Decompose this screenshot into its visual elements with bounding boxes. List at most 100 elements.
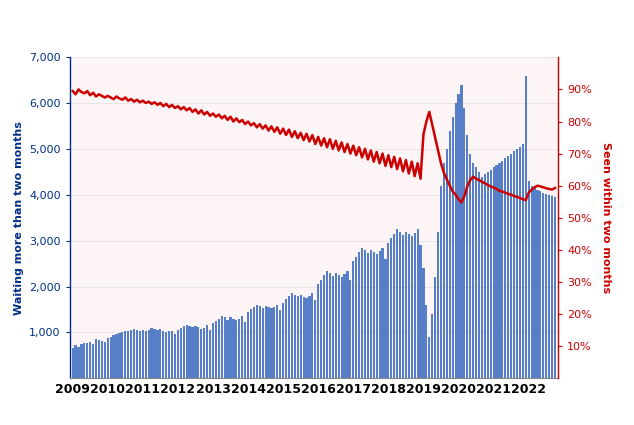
Bar bbox=[420, 245, 422, 378]
Bar bbox=[489, 170, 492, 378]
Bar bbox=[264, 306, 267, 378]
Bar bbox=[378, 251, 380, 378]
Bar bbox=[422, 268, 425, 378]
Bar bbox=[197, 327, 200, 378]
Bar bbox=[206, 325, 208, 378]
Bar bbox=[74, 345, 77, 378]
Bar bbox=[355, 257, 358, 378]
Bar bbox=[501, 161, 503, 378]
Bar bbox=[171, 331, 173, 378]
Bar bbox=[364, 250, 366, 378]
Bar bbox=[340, 278, 343, 378]
Bar bbox=[159, 329, 162, 378]
Bar bbox=[282, 303, 284, 378]
Bar bbox=[522, 144, 524, 378]
Bar bbox=[247, 312, 249, 378]
Bar bbox=[382, 248, 384, 378]
Bar bbox=[317, 284, 320, 378]
Bar bbox=[329, 273, 331, 378]
Bar bbox=[311, 293, 313, 378]
Bar bbox=[291, 293, 293, 378]
Bar bbox=[270, 308, 273, 378]
Bar bbox=[253, 307, 255, 378]
Bar bbox=[104, 343, 106, 378]
Bar bbox=[460, 85, 463, 378]
Bar bbox=[238, 319, 240, 378]
Bar bbox=[402, 235, 404, 378]
Bar bbox=[150, 328, 153, 378]
Bar bbox=[513, 151, 515, 378]
Bar bbox=[472, 163, 474, 378]
Bar bbox=[449, 131, 451, 378]
Bar bbox=[446, 149, 448, 378]
Y-axis label: Waiting more than two months: Waiting more than two months bbox=[13, 121, 23, 315]
Bar bbox=[145, 332, 147, 378]
Bar bbox=[148, 330, 150, 378]
Bar bbox=[332, 276, 334, 378]
Bar bbox=[440, 186, 442, 378]
Bar bbox=[306, 298, 307, 378]
Bar bbox=[119, 333, 120, 378]
Bar bbox=[133, 329, 135, 378]
Bar bbox=[81, 344, 82, 378]
Bar bbox=[326, 272, 328, 378]
Bar bbox=[112, 335, 115, 378]
Y-axis label: Seen within two months: Seen within two months bbox=[601, 142, 611, 293]
Bar bbox=[224, 317, 226, 378]
Bar bbox=[531, 186, 533, 378]
Bar bbox=[212, 323, 214, 378]
Bar bbox=[297, 296, 299, 378]
Bar bbox=[393, 234, 396, 378]
Bar bbox=[101, 341, 103, 378]
Bar bbox=[191, 327, 193, 378]
Bar bbox=[451, 117, 454, 378]
Bar bbox=[437, 232, 439, 378]
Bar bbox=[525, 76, 527, 378]
Bar bbox=[92, 344, 94, 378]
Text: CANCER PATIENTS STARTING TREATMENT WITHIN TWO MONTHS OF URGENT GP REFERRAL: CANCER PATIENTS STARTING TREATMENT WITHI… bbox=[41, 20, 593, 29]
Bar bbox=[431, 314, 433, 378]
Bar bbox=[268, 307, 269, 378]
Bar bbox=[504, 158, 507, 378]
Bar bbox=[153, 329, 155, 378]
Bar bbox=[396, 229, 398, 378]
Bar bbox=[226, 320, 229, 378]
Bar bbox=[230, 317, 231, 378]
Bar bbox=[142, 330, 144, 378]
Bar bbox=[411, 236, 413, 378]
Bar bbox=[244, 322, 246, 378]
Bar bbox=[390, 238, 392, 378]
Bar bbox=[302, 297, 305, 378]
Bar bbox=[139, 331, 141, 378]
Bar bbox=[367, 253, 369, 378]
Bar bbox=[232, 319, 235, 378]
Bar bbox=[186, 325, 188, 378]
Bar bbox=[475, 167, 477, 378]
Bar bbox=[361, 248, 363, 378]
Bar bbox=[478, 172, 480, 378]
Bar bbox=[466, 135, 469, 378]
Bar bbox=[487, 172, 489, 378]
Bar bbox=[510, 154, 512, 378]
Bar bbox=[384, 259, 387, 378]
Bar bbox=[408, 234, 410, 378]
Bar bbox=[162, 331, 164, 378]
Bar bbox=[495, 165, 498, 378]
Bar bbox=[349, 280, 351, 378]
Bar bbox=[428, 337, 430, 378]
Bar bbox=[498, 163, 501, 378]
Bar bbox=[89, 342, 91, 378]
Bar bbox=[168, 332, 170, 378]
Bar bbox=[165, 332, 167, 378]
Bar bbox=[458, 94, 460, 378]
Bar bbox=[484, 174, 486, 378]
Bar bbox=[300, 295, 302, 378]
Bar bbox=[179, 328, 182, 378]
Bar bbox=[519, 147, 521, 378]
Bar bbox=[195, 326, 197, 378]
Bar bbox=[110, 337, 112, 378]
Bar bbox=[516, 149, 518, 378]
Bar bbox=[107, 338, 109, 378]
Bar bbox=[337, 275, 340, 378]
Bar bbox=[308, 296, 311, 378]
